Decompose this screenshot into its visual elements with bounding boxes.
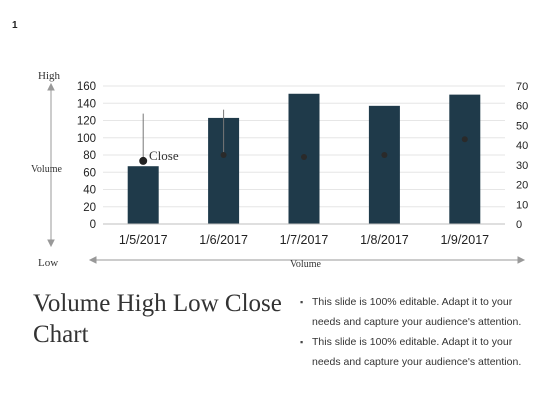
- y2-tick-label: 30: [516, 160, 528, 172]
- slide-title: Volume High Low Close Chart: [33, 290, 282, 348]
- close-marker: [301, 153, 307, 160]
- y-tick-label: 0: [90, 219, 96, 231]
- low-label: Low: [38, 257, 58, 269]
- y2-tick-label: 0: [516, 219, 522, 231]
- close-marker: [139, 156, 148, 165]
- y-tick-label: 60: [83, 167, 96, 179]
- right-y-axis: 0 10 20 30 40 50 60 70: [516, 81, 528, 231]
- volume-side-label: Volume: [31, 164, 62, 175]
- bullet-item: This slide is 100% editable. Adapt it to…: [300, 292, 540, 332]
- x-tick-label: 1/8/2017: [360, 233, 409, 247]
- y-tick-label: 100: [77, 133, 96, 145]
- y2-tick-label: 60: [516, 101, 528, 113]
- volume-bar: [368, 105, 400, 224]
- y-tick-label: 80: [83, 150, 96, 162]
- y2-tick-label: 10: [516, 199, 528, 211]
- y-tick-label: 140: [77, 98, 96, 110]
- close-marker: [220, 152, 227, 158]
- y2-tick-label: 50: [516, 120, 528, 132]
- high-label: High: [38, 70, 61, 82]
- bullet-list: This slide is 100% editable. Adapt it to…: [300, 292, 540, 372]
- page-number: 1: [12, 20, 18, 31]
- volume-bar: [449, 94, 481, 224]
- y2-tick-label: 20: [516, 180, 528, 192]
- y2-tick-label: 70: [516, 81, 528, 93]
- high-low-close-series: [139, 109, 468, 165]
- y-tick-label: 40: [83, 185, 96, 197]
- close-marker: [461, 136, 468, 143]
- left-y-axis: 0 20 40 60 80 100 120 140 160: [77, 81, 96, 231]
- volume-bar: [127, 166, 159, 224]
- y-tick-label: 160: [77, 81, 96, 93]
- x-tick-label: 1/6/2017: [199, 233, 248, 247]
- high-low-arrow: [47, 82, 55, 248]
- x-axis: 1/5/2017 1/6/2017 1/7/2017 1/8/2017 1/9/2017: [103, 223, 505, 247]
- y-tick-label: 20: [83, 202, 96, 214]
- close-marker: [381, 152, 388, 158]
- y-tick-label: 120: [77, 116, 96, 128]
- x-tick-label: 1/5/2017: [119, 233, 168, 247]
- x-tick-label: 1/9/2017: [440, 233, 489, 247]
- x-tick-label: 1/7/2017: [280, 233, 329, 247]
- bullet-item: This slide is 100% editable. Adapt it to…: [300, 332, 540, 372]
- y2-tick-label: 40: [516, 140, 528, 152]
- volume-bottom-label: Volume: [290, 259, 321, 270]
- volume-arrow: [88, 256, 526, 264]
- close-label: Close: [149, 148, 179, 163]
